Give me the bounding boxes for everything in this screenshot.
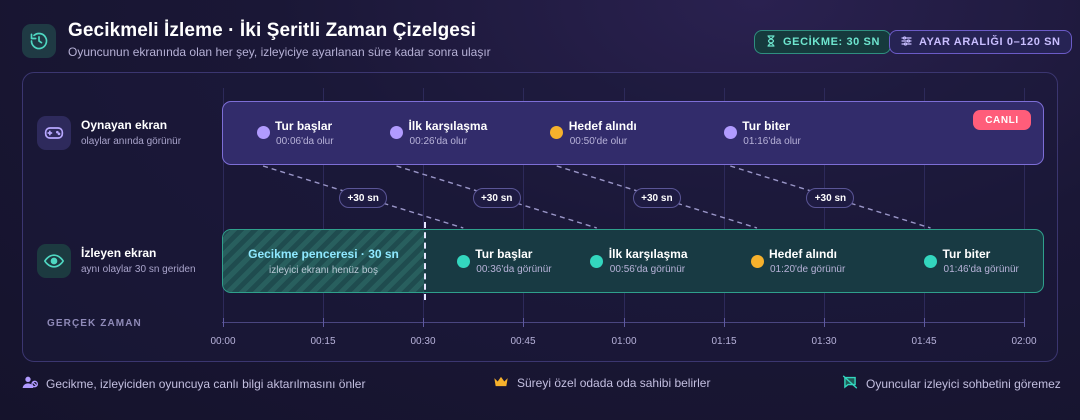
axis-tick-label: 00:45 — [510, 336, 536, 347]
player-event-name: İlk karşılaşma — [408, 119, 488, 133]
player-event-marker — [550, 126, 564, 139]
axis-tick — [1024, 318, 1025, 327]
grid-line — [1024, 88, 1025, 324]
player-event-marker — [256, 126, 270, 139]
user-block-icon — [22, 375, 38, 392]
grid-line — [523, 88, 524, 324]
delay-offset-badge: +30 sn — [339, 188, 388, 208]
player-event-marker — [723, 126, 737, 139]
delay-badge-label: GECİKME: 30 SN — [783, 36, 881, 48]
axis-tick-label: 01:00 — [611, 336, 637, 347]
axis-title: GERÇEK ZAMAN — [47, 318, 142, 329]
viewer-event-marker — [750, 255, 764, 268]
gamepad-icon — [37, 116, 71, 150]
viewer-event-name: Tur başlar — [475, 247, 533, 261]
delay-offset-badge: +30 sn — [806, 188, 855, 208]
axis-tick-label: 01:45 — [911, 336, 937, 347]
axis-tick-label: 02:00 — [1011, 336, 1037, 347]
footer-note-1-text: Gecikme, izleyiciden oyuncuya canlı bilg… — [46, 376, 366, 391]
axis-tick — [323, 318, 324, 327]
page-subtitle: Oyuncunun ekranında olan her şey, izleyi… — [68, 45, 491, 59]
eye-icon — [37, 244, 71, 278]
time-axis — [222, 322, 1025, 323]
page-title: Gecikmeli İzleme · İki Şeritli Zaman Çiz… — [68, 20, 476, 41]
player-lane-title: Oynayan ekran — [81, 118, 168, 132]
sliders-icon — [900, 35, 913, 50]
axis-tick-label: 01:30 — [811, 336, 837, 347]
footer-note-2-text: Süreyi özel odada oda sahibi belirler — [517, 376, 711, 390]
viewer-event-time: 00:56'da görünür — [609, 264, 686, 275]
axis-tick — [824, 318, 825, 327]
axis-tick-label: 01:15 — [711, 336, 737, 347]
player-event-time: 00:50'de olur — [569, 136, 628, 147]
viewer-lane-subtitle: aynı olaylar 30 sn geriden — [81, 264, 196, 275]
viewer-event-marker — [590, 255, 604, 268]
grid-line — [924, 88, 925, 324]
player-event-time: 00:26'da olur — [409, 136, 468, 147]
grid-line — [323, 88, 324, 324]
delay-window — [223, 230, 424, 292]
delay-offset-badge: +30 sn — [632, 188, 681, 208]
viewer-event-time: 01:20'de görünür — [770, 264, 846, 275]
grid-line — [724, 88, 725, 324]
delay-boundary-line — [424, 222, 426, 300]
viewer-event-marker — [924, 255, 938, 268]
viewer-event-name: Tur biter — [942, 247, 991, 261]
axis-tick-label: 00:00 — [210, 336, 236, 347]
range-badge: AYAR ARALIĞI 0–120 SN — [889, 30, 1072, 54]
axis-tick — [223, 318, 224, 327]
footer-note-3-text: Oyuncular izleyici sohbetini göremez — [866, 376, 1061, 391]
player-lane-subtitle: olaylar anında görünür — [81, 136, 182, 147]
delay-connector-line — [730, 165, 931, 229]
axis-tick-label: 00:30 — [410, 336, 436, 347]
player-event-marker — [390, 126, 404, 139]
axis-tick — [724, 318, 725, 327]
player-event-name: Tur biter — [742, 119, 791, 133]
delay-offset-badge: +30 sn — [472, 188, 521, 208]
delay-badge: GECİKME: 30 SN — [754, 30, 892, 54]
axis-tick-label: 00:15 — [310, 336, 336, 347]
player-event-time: 01:16'da olur — [743, 136, 801, 147]
live-badge: CANLI — [973, 110, 1031, 130]
viewer-event-time: 01:46'da görünür — [943, 264, 1019, 275]
grid-line — [624, 88, 625, 324]
axis-tick — [624, 318, 625, 327]
axis-tick — [523, 318, 524, 327]
axis-tick — [423, 318, 424, 327]
delay-connector-line — [556, 165, 758, 229]
axis-tick — [924, 318, 925, 327]
delay-connector-line — [396, 165, 598, 229]
grid-line — [423, 88, 424, 324]
player-event-time: 00:06'da olur — [276, 136, 334, 147]
footer-note-1: Gecikme, izleyiciden oyuncuya canlı bilg… — [22, 375, 365, 392]
hourglass-icon — [765, 34, 777, 50]
viewer-event-marker — [456, 255, 470, 268]
grid-line — [223, 88, 224, 324]
viewer-event-name: İlk karşılaşma — [608, 247, 688, 261]
viewer-lane-title: İzleyen ekran — [81, 246, 157, 260]
player-event-name: Tur başlar — [275, 119, 333, 133]
crown-icon — [493, 375, 509, 391]
delay-window-subtitle: izleyici ekranı henüz boş — [269, 265, 378, 276]
chat-off-icon — [842, 375, 858, 392]
viewer-event-time: 00:36'da görünür — [476, 264, 552, 275]
viewer-event-name: Hedef alındı — [769, 247, 838, 261]
footer-note-2: Süreyi özel odada oda sahibi belirler — [493, 375, 710, 391]
delay-window-title: Gecikme penceresi · 30 sn — [248, 247, 399, 261]
footer-note-3: Oyuncular izleyici sohbetini göremez — [842, 375, 1061, 392]
range-badge-label: AYAR ARALIĞI 0–120 SN — [919, 36, 1061, 48]
history-icon — [22, 24, 56, 58]
delay-connector-line — [262, 165, 464, 229]
player-track — [222, 101, 1044, 165]
player-event-name: Hedef alındı — [568, 119, 637, 133]
